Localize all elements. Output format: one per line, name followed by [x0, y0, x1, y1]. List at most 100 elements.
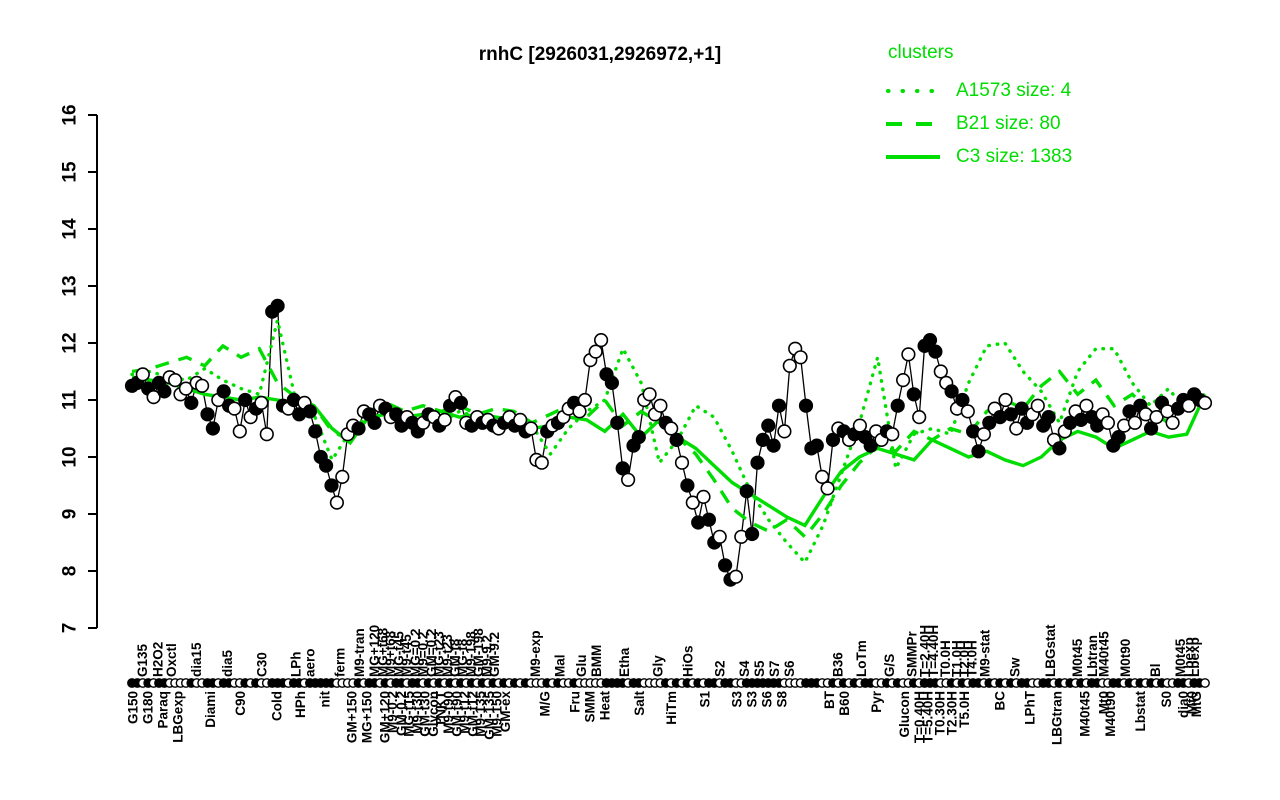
x-axis-label-bottom: B60 — [837, 691, 852, 716]
data-point — [1009, 421, 1024, 436]
x-axis-label-top: LBGstat — [1043, 624, 1058, 677]
dashed-line-icon — [886, 121, 940, 126]
data-point — [782, 358, 797, 373]
data-point — [798, 398, 814, 413]
data-point — [577, 392, 593, 408]
data-point — [1197, 395, 1213, 411]
x-axis-label-top: GM-198 — [471, 628, 486, 677]
x-axis-label-bottom: GM-t12 — [466, 691, 481, 737]
data-point — [168, 373, 183, 388]
cluster-line-dotted — [130, 319, 1207, 566]
x-axis-label-bottom: GM+120 — [378, 691, 393, 743]
data-point — [1003, 407, 1019, 422]
data-point — [200, 407, 215, 422]
x-axis-label-top: M9-stat — [978, 629, 993, 677]
data-point — [674, 455, 690, 470]
x-axis-label-top: MG-t23 — [431, 631, 446, 677]
x-axis-label-bottom: Salt — [632, 691, 647, 716]
data-point — [1100, 415, 1115, 430]
data-point — [944, 384, 959, 399]
x-axis-label-top: T=2.40H — [917, 625, 932, 677]
data-point — [960, 404, 975, 419]
data-point — [680, 478, 695, 493]
data-point — [928, 344, 943, 359]
data-point — [157, 384, 172, 399]
data-point — [205, 421, 220, 436]
x-axis-label-bottom: GM-t90 — [450, 691, 465, 737]
x-axis-label-bottom: TNKT — [434, 690, 449, 727]
x-axis-label-top: S4 — [737, 660, 752, 677]
data-point — [852, 418, 868, 433]
x-axis-label-top: T2.0H — [957, 640, 972, 677]
x-axis-label-top: C30 — [254, 652, 269, 677]
legend-label: B21 size: 80 — [956, 112, 1061, 134]
x-axis-label-top: M40t45 — [1097, 631, 1112, 677]
x-axis-label-top: S7 — [767, 660, 782, 677]
data-point — [998, 392, 1013, 408]
x-axis-label-bottom: Fru — [568, 691, 583, 713]
x-axis-label-top: Glu — [574, 655, 589, 678]
data-point — [620, 472, 636, 487]
x-axis-label-bottom: HPh — [293, 691, 308, 718]
data-point — [1122, 404, 1137, 419]
x-axis-label-bottom: S6 — [760, 691, 775, 708]
data-point — [664, 421, 679, 436]
x-axis-label-bottom: Mt0 — [1185, 691, 1200, 714]
data-point — [523, 421, 539, 436]
data-point — [1181, 398, 1196, 413]
data-point — [895, 373, 911, 388]
x-axis-label-bottom: Paraq — [156, 691, 171, 729]
x-axis-label-top: T1.0H — [950, 640, 965, 677]
data-point — [955, 392, 970, 408]
data-point — [631, 430, 646, 445]
data-point — [593, 333, 609, 348]
chart-title: rnhC [2926031,2926972,+1] — [478, 44, 722, 65]
data-point — [572, 404, 587, 419]
x-axis-label-top: M9-tran — [352, 628, 367, 677]
data-point — [1041, 410, 1056, 425]
x-axis-label-bottom: S8 — [775, 691, 790, 708]
data-point — [238, 392, 253, 408]
x-axis-label-top: GM-t8 — [448, 638, 463, 677]
x-axis-label-top: M9-t23 — [440, 634, 455, 677]
x-axis-label-bottom: T0.30H — [933, 691, 948, 735]
x-axis-label-bottom: M9-t30 — [410, 691, 425, 734]
data-point — [513, 412, 528, 428]
data-point — [254, 395, 269, 411]
x-axis-label-top: Lbexp — [1181, 637, 1196, 677]
data-point — [1030, 398, 1045, 413]
legend-entry-a1573: A1573 size: 4 — [886, 74, 1072, 107]
x-axis-label-bottom: LPhT — [1023, 690, 1038, 724]
data-point — [863, 438, 878, 453]
x-axis-label-top: dia5 — [220, 649, 235, 677]
data-point — [302, 404, 318, 419]
x-axis-label-bottom: S1 — [698, 691, 713, 708]
y-tick-label: 12 — [60, 332, 81, 353]
data-point — [146, 390, 161, 405]
data-point — [815, 469, 830, 485]
data-point — [135, 367, 150, 382]
legend-entry-b21: B21 size: 80 — [886, 107, 1072, 140]
x-axis-label-bottom: SMM — [583, 691, 598, 723]
data-point — [329, 495, 345, 510]
data-point — [270, 298, 285, 314]
x-axis-label-top: S5 — [752, 660, 767, 677]
x-axis-label-bottom: GM-135 — [482, 691, 497, 740]
x-axis-label-bottom: BC — [993, 691, 1008, 711]
x-axis-label-bottom: Glucon — [897, 691, 912, 738]
cluster-legend: clusters A1573 size: 4 B21 size: 80 C3 s… — [886, 42, 1072, 173]
data-point — [615, 461, 630, 476]
x-axis-label-bottom: Mt0 — [1097, 691, 1112, 714]
x-axis-label-bottom: MG-t15 — [401, 691, 416, 737]
data-point — [766, 438, 781, 453]
data-point — [809, 438, 824, 453]
x-axis-label-bottom: LBGtran — [1049, 691, 1064, 745]
x-axis-label-bottom: Glycon — [426, 691, 441, 737]
x-axis-label-top: MG+t68 — [376, 627, 391, 677]
x-axis-label-bottom: HiTm — [664, 691, 679, 725]
x-axis-label-bottom: nit — [318, 691, 333, 708]
data-point — [982, 415, 997, 430]
data-point — [232, 424, 247, 439]
x-axis-label-top: Etha — [617, 647, 632, 677]
